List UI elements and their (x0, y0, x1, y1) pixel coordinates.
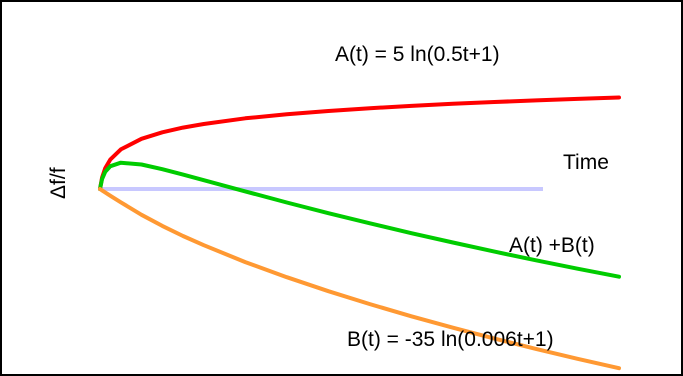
sum-curve-label: A(t) +B(t) (509, 234, 595, 257)
sum-curve-line (98, 160, 621, 279)
y-axis-label: Δf/f (47, 167, 70, 199)
time-axis-label: Time (563, 151, 609, 174)
a-curve-line (98, 95, 621, 191)
b-curve-line (98, 187, 621, 371)
a-curve-label: A(t) = 5 ln(0.5t+1) (335, 43, 500, 66)
series-layer (98, 95, 621, 371)
b-curve-label: B(t) = -35 ln(0.006t+1) (347, 328, 554, 351)
